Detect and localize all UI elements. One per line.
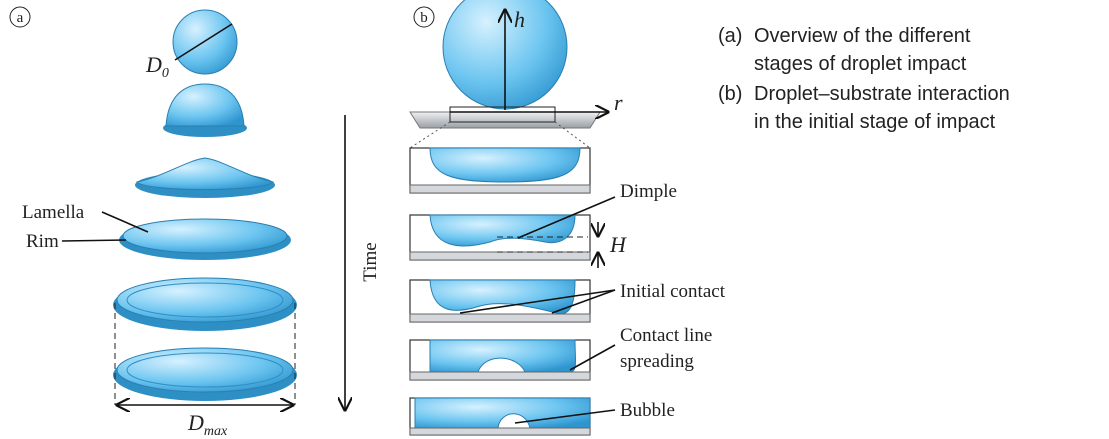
substrate-strip: [410, 252, 590, 260]
spreading-drop: [137, 158, 273, 190]
substrate-strip: [410, 314, 590, 322]
disk: [117, 348, 293, 392]
caption-line: in the initial stage of impact: [754, 111, 996, 133]
caption: (a) Overview of the different stages of …: [718, 25, 1010, 133]
r-label: r: [614, 90, 623, 115]
caption-line: Droplet–substrate interaction: [754, 83, 1010, 105]
leader: [102, 212, 148, 232]
dimple-label: Dimple: [620, 181, 677, 202]
symbol: D: [187, 410, 204, 435]
substrate-strip: [410, 185, 590, 193]
rim-label: Rim: [26, 231, 59, 252]
panel-marker: b: [420, 10, 428, 26]
time-label: Time: [360, 242, 381, 281]
disk: [117, 278, 293, 322]
figure: a D0 Lamella Rim Dmax Time b h r H Dimpl…: [0, 0, 1109, 439]
symbol: D: [145, 52, 162, 77]
dmax-label: Dmax: [187, 410, 228, 439]
caption-line: stages of droplet impact: [754, 53, 967, 75]
substrate-strip: [410, 428, 590, 435]
h-label: h: [514, 7, 525, 32]
page: Droplet impact {"panel_a": {"marker": "a…: [0, 0, 1109, 439]
spreading-label: spreading: [620, 351, 694, 372]
d0-label: D0: [145, 52, 169, 81]
initial-contact-label: Initial contact: [620, 281, 726, 302]
panel-a: a D0 Lamella Rim Dmax Time: [10, 7, 381, 439]
substrate: [410, 112, 600, 128]
subscript: 0: [162, 66, 169, 81]
panel-b: b h r H Dimple Initial contact Contact l…: [410, 0, 726, 435]
spreading-label: Contact line: [620, 325, 712, 346]
dome: [166, 84, 244, 126]
body: a D0 Lamella Rim Dmax Time b h r H Dimpl…: [0, 0, 1109, 439]
panel-marker: a: [17, 10, 24, 26]
caption-label: (b): [718, 83, 742, 105]
caption-label: (a): [718, 25, 742, 47]
h-gap-label: H: [609, 232, 627, 257]
drop-section: [430, 148, 580, 182]
lamella-label: Lamella: [22, 202, 85, 223]
caption-line: Overview of the different: [754, 25, 971, 47]
leader: [62, 240, 126, 241]
subscript: max: [204, 424, 228, 439]
substrate-strip: [410, 372, 590, 380]
droplet: [173, 10, 237, 74]
bubble-label: Bubble: [620, 400, 675, 421]
lamella-disk: [123, 219, 287, 253]
